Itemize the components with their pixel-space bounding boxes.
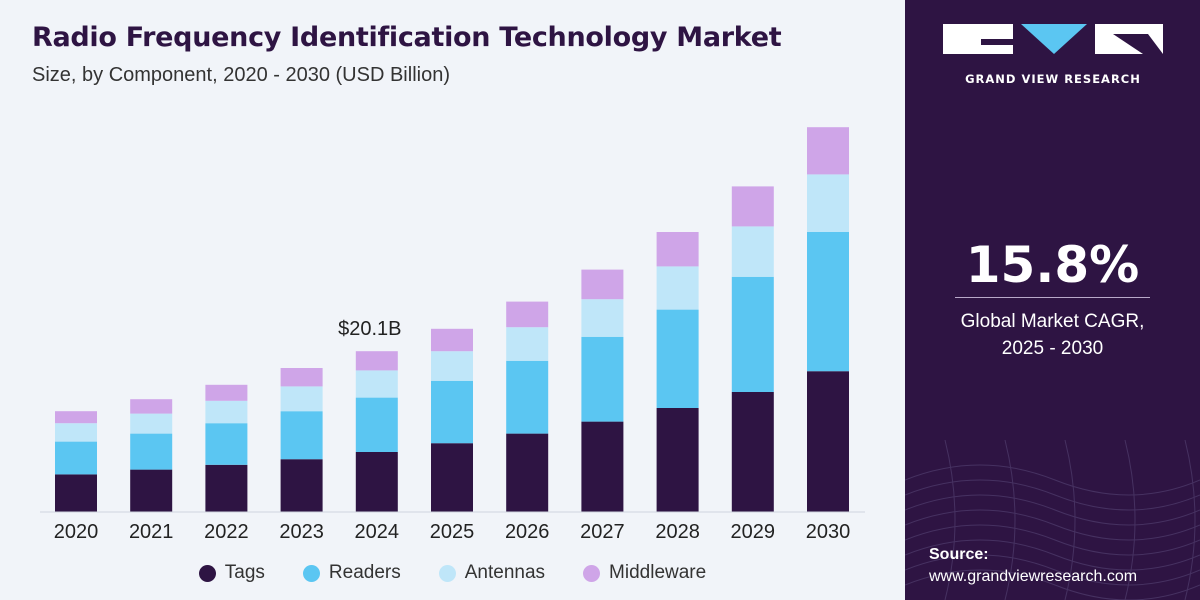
cagr-label-line1: Global Market CAGR, (960, 311, 1145, 332)
cagr-label-line2: 2025 - 2030 (1001, 338, 1104, 359)
legend-swatch (302, 564, 320, 582)
source-block: Source: www.grandviewresearch.com (929, 544, 1137, 588)
source-link[interactable]: www.grandviewresearch.com (929, 568, 1138, 585)
x-tick-label-2021: 2021 (129, 521, 174, 543)
bar-antennas-2022 (205, 400, 248, 424)
cagr-value: 15.8% (965, 236, 1140, 294)
bar-antennas-2030 (807, 174, 849, 232)
bar-tags-2024 (355, 452, 398, 512)
bar-tags-2025 (431, 443, 473, 512)
legend-swatch (438, 564, 456, 582)
cagr-divider (955, 297, 1150, 298)
data-label-2024: $20.1B (338, 318, 401, 340)
bar-middleware-2020 (55, 411, 97, 424)
bar-tags-2020 (55, 474, 97, 512)
bar-tags-2029 (731, 392, 774, 512)
bar-readers-2023 (280, 411, 323, 460)
x-tick-label-2025: 2025 (430, 521, 475, 543)
bar-readers-2024 (355, 397, 398, 452)
legend-item-antennas: Antennas (438, 562, 546, 584)
bar-middleware-2022 (205, 384, 248, 401)
bar-tags-2021 (130, 469, 173, 512)
legend-label: Middleware (609, 562, 707, 583)
legend-item-readers: Readers (302, 562, 401, 584)
source-title: Source: (929, 546, 989, 563)
bar-middleware-2025 (431, 328, 473, 352)
x-tick-label-2030: 2030 (806, 521, 851, 543)
legend-label: Antennas (464, 562, 546, 583)
x-tick-label-2022: 2022 (204, 521, 249, 543)
x-tick-label-2029: 2029 (731, 521, 776, 543)
bar-antennas-2029 (731, 226, 774, 277)
cagr-label: Global Market CAGR, 2025 - 2030 (905, 308, 1200, 362)
x-tick-label-2024: 2024 (355, 521, 400, 543)
bar-readers-2026 (506, 360, 549, 434)
bar-tags-2028 (656, 408, 699, 512)
bar-middleware-2027 (581, 269, 624, 300)
chart-legend: Tags Readers Antennas Middleware (0, 562, 905, 584)
bar-antennas-2025 (431, 351, 473, 381)
bar-tags-2027 (581, 421, 624, 512)
bar-readers-2022 (205, 423, 248, 465)
legend-swatch (583, 564, 601, 582)
legend-label: Readers (328, 562, 401, 583)
x-tick-label-2026: 2026 (505, 521, 550, 543)
bar-tags-2030 (807, 371, 849, 512)
legend-item-tags: Tags (198, 562, 265, 584)
bar-antennas-2026 (506, 327, 549, 361)
bar-middleware-2024 (355, 351, 398, 371)
bar-antennas-2027 (581, 299, 624, 337)
legend-item-middleware: Middleware (583, 562, 706, 584)
bar-readers-2025 (431, 380, 473, 444)
bar-readers-2020 (55, 441, 97, 475)
gvr-logo-icon (943, 24, 1163, 54)
bar-antennas-2020 (55, 423, 97, 442)
brand-logo: GRAND VIEW RESEARCH (943, 20, 1163, 86)
chart-title: Radio Frequency Identification Technolog… (32, 22, 782, 53)
bar-middleware-2021 (130, 399, 173, 414)
bar-readers-2029 (731, 276, 774, 392)
brand-name: GRAND VIEW RESEARCH (965, 72, 1141, 86)
x-tick-label-2028: 2028 (655, 521, 700, 543)
bar-middleware-2026 (506, 301, 549, 328)
brand-panel: GRAND VIEW RESEARCH 15.8% Global Market … (905, 0, 1200, 600)
chart-panel: Radio Frequency Identification Technolog… (0, 0, 905, 600)
bar-middleware-2028 (656, 232, 699, 267)
bar-middleware-2029 (731, 186, 774, 227)
bar-readers-2021 (130, 433, 173, 470)
bar-middleware-2030 (807, 127, 849, 175)
bar-tags-2023 (280, 459, 323, 512)
wave-pattern-decoration (905, 440, 1200, 600)
legend-swatch (198, 564, 216, 582)
x-tick-label-2023: 2023 (279, 521, 324, 543)
stacked-bar-chart: 2020 2021 2022 2023 2024 $20.1B 2025 2026 2027 20… (40, 127, 865, 543)
bar-antennas-2023 (280, 386, 323, 412)
bar-antennas-2021 (130, 413, 173, 434)
bar-readers-2027 (581, 336, 624, 422)
legend-label: Tags (224, 562, 265, 583)
chart-subtitle: Size, by Component, 2020 - 2030 (USD Bil… (32, 64, 450, 86)
bar-readers-2030 (807, 232, 849, 372)
x-tick-label-2027: 2027 (580, 521, 625, 543)
bar-antennas-2028 (656, 266, 699, 310)
bar-middleware-2023 (280, 368, 323, 387)
bar-antennas-2024 (355, 370, 398, 398)
x-tick-label-2020: 2020 (54, 521, 99, 543)
bar-tags-2022 (205, 464, 248, 512)
bar-tags-2026 (506, 433, 549, 512)
bar-readers-2028 (656, 309, 699, 408)
